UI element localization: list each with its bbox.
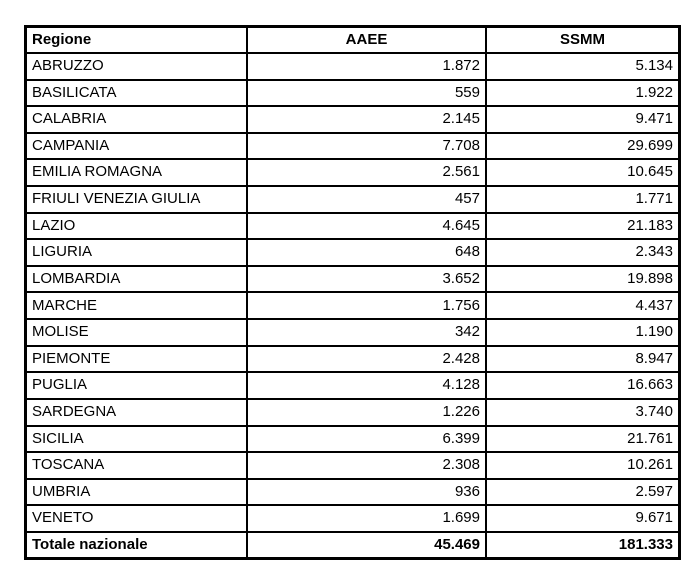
value-cell: 457 [246, 185, 487, 214]
region-name-cell: MARCHE [24, 291, 248, 321]
table-row: PIEMONTE 2.428 8.947 [24, 344, 681, 374]
region-name-cell: PUGLIA [24, 371, 248, 400]
table-header: Regione AAEE SSMM [24, 25, 681, 54]
region-name-cell: LOMBARDIA [24, 264, 248, 294]
value-cell: 1.771 [485, 185, 681, 214]
value-cell: 1.699 [246, 504, 487, 533]
value-cell: 4.128 [246, 371, 487, 400]
table-row: EMILIA ROMAGNA 2.561 10.645 [24, 158, 681, 188]
table-row: LIGURIA 648 2.343 [24, 238, 681, 267]
column-header-ssmm: SSMM [485, 25, 681, 54]
table-row: CALABRIA 2.145 9.471 [24, 105, 681, 134]
total-aaee-value: 45.469 [246, 531, 487, 560]
total-row: Totale nazionale 45.469 181.333 [24, 531, 681, 560]
table-row: UMBRIA 936 2.597 [24, 477, 681, 507]
header-row: Regione AAEE SSMM [24, 25, 681, 54]
value-cell: 648 [246, 238, 487, 267]
table-row: LAZIO 4.645 21.183 [24, 211, 681, 241]
table-row: MARCHE 1.756 4.437 [24, 291, 681, 321]
column-header-aaee: AAEE [246, 25, 487, 54]
value-cell: 2.343 [485, 238, 681, 267]
value-cell: 2.308 [246, 451, 487, 480]
value-cell: 3.652 [246, 264, 487, 294]
table-body: ABRUZZO 1.872 5.134 BASILICATA 559 1.922 CALAB… [24, 52, 681, 533]
value-cell: 1.226 [246, 397, 487, 427]
table-row: SARDEGNA 1.226 3.740 [24, 397, 681, 427]
value-cell: 9.671 [485, 504, 681, 533]
value-cell: 7.708 [246, 131, 487, 161]
value-cell: 21.183 [485, 211, 681, 241]
value-cell: 1.922 [485, 78, 681, 108]
table-row: ABRUZZO 1.872 5.134 [24, 52, 681, 81]
table-row: CAMPANIA 7.708 29.699 [24, 131, 681, 161]
value-cell: 6.399 [246, 424, 487, 454]
total-ssmm-value: 181.333 [485, 531, 681, 560]
table-row: FRIULI VENEZIA GIULIA 457 1.771 [24, 185, 681, 214]
region-name-cell: CALABRIA [24, 105, 248, 134]
total-row-label: Totale nazionale [24, 531, 248, 560]
value-cell: 4.645 [246, 211, 487, 241]
value-cell: 21.761 [485, 424, 681, 454]
region-name-cell: MOLISE [24, 318, 248, 347]
value-cell: 2.561 [246, 158, 487, 188]
region-name-cell: TOSCANA [24, 451, 248, 480]
value-cell: 2.597 [485, 477, 681, 507]
regions-table: Regione AAEE SSMM ABRUZZO 1.872 5.134 BASIL… [24, 25, 681, 560]
value-cell: 19.898 [485, 264, 681, 294]
table-footer: Totale nazionale 45.469 181.333 [24, 531, 681, 560]
value-cell: 936 [246, 477, 487, 507]
region-name-cell: EMILIA ROMAGNA [24, 158, 248, 188]
region-name-cell: LIGURIA [24, 238, 248, 267]
value-cell: 8.947 [485, 344, 681, 374]
table-row: LOMBARDIA 3.652 19.898 [24, 264, 681, 294]
value-cell: 1.190 [485, 318, 681, 347]
table-row: TOSCANA 2.308 10.261 [24, 451, 681, 480]
region-name-cell: VENETO [24, 504, 248, 533]
value-cell: 342 [246, 318, 487, 347]
region-name-cell: ABRUZZO [24, 52, 248, 81]
value-cell: 2.145 [246, 105, 487, 134]
region-name-cell: SICILIA [24, 424, 248, 454]
value-cell: 16.663 [485, 371, 681, 400]
value-cell: 10.645 [485, 158, 681, 188]
column-header-regione: Regione [24, 25, 248, 54]
table-row: MOLISE 342 1.190 [24, 318, 681, 347]
table-row: VENETO 1.699 9.671 [24, 504, 681, 533]
region-name-cell: CAMPANIA [24, 131, 248, 161]
value-cell: 1.872 [246, 52, 487, 81]
value-cell: 9.471 [485, 105, 681, 134]
value-cell: 4.437 [485, 291, 681, 321]
value-cell: 29.699 [485, 131, 681, 161]
region-name-cell: BASILICATA [24, 78, 248, 108]
region-name-cell: SARDEGNA [24, 397, 248, 427]
region-name-cell: FRIULI VENEZIA GIULIA [24, 185, 248, 214]
table-row: PUGLIA 4.128 16.663 [24, 371, 681, 400]
value-cell: 2.428 [246, 344, 487, 374]
region-name-cell: UMBRIA [24, 477, 248, 507]
value-cell: 559 [246, 78, 487, 108]
value-cell: 5.134 [485, 52, 681, 81]
value-cell: 3.740 [485, 397, 681, 427]
value-cell: 1.756 [246, 291, 487, 321]
table-row: BASILICATA 559 1.922 [24, 78, 681, 108]
value-cell: 10.261 [485, 451, 681, 480]
table-row: SICILIA 6.399 21.761 [24, 424, 681, 454]
region-name-cell: LAZIO [24, 211, 248, 241]
region-name-cell: PIEMONTE [24, 344, 248, 374]
